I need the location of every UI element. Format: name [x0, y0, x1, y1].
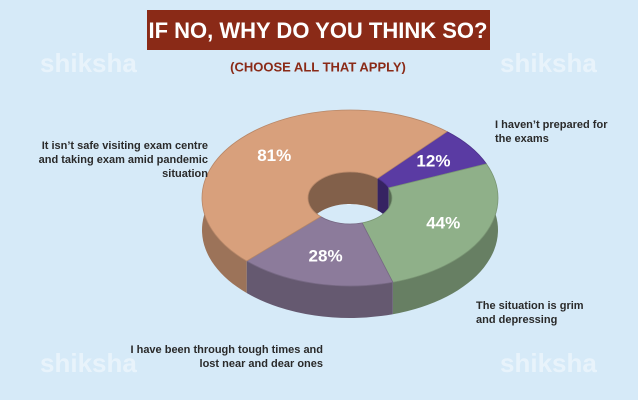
- category-label: I haven’t prepared for the exams: [495, 119, 608, 145]
- category-label: I have been through tough times and lost…: [130, 344, 323, 370]
- watermark: shiksha: [40, 48, 137, 78]
- category-label: It isn’t safe visiting exam centre and t…: [38, 140, 208, 180]
- slice: [201, 109, 448, 262]
- watermark: shiksha: [40, 348, 137, 378]
- category-label: The situation is grim and depressing: [476, 300, 584, 326]
- watermark: shiksha: [500, 48, 597, 78]
- slice: [245, 216, 394, 287]
- slice-inner-wall: [377, 178, 389, 220]
- chart-subtitle: (CHOOSE ALL THAT APPLY): [230, 59, 406, 74]
- data-label: 12%: [416, 152, 450, 171]
- slice: [361, 163, 499, 283]
- title-banner: [147, 10, 490, 50]
- data-label: 44%: [426, 213, 460, 232]
- slice-outer-wall: [246, 261, 393, 318]
- chart-title: IF NO, WHY DO YOU THINK SO?: [149, 18, 488, 43]
- slice-inner-wall: [307, 172, 378, 249]
- watermark-group: shikshashikshashikshashikshashiksha: [40, 48, 597, 378]
- slice-outer-wall: [392, 163, 499, 315]
- data-label: 28%: [309, 247, 343, 266]
- watermark: shiksha: [500, 348, 597, 378]
- data-label: 81%: [257, 146, 291, 165]
